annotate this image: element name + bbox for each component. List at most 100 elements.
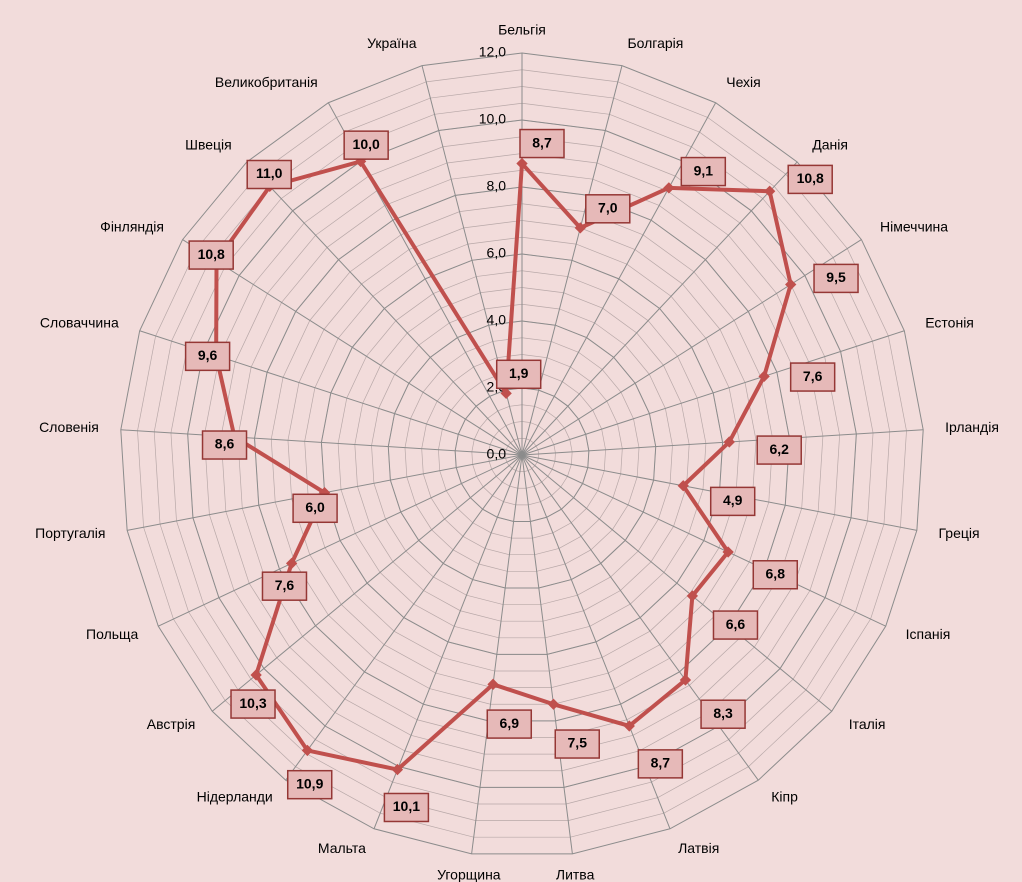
data-label-text: 8,7	[651, 755, 671, 771]
grid-line	[120, 52, 924, 855]
minor-grid	[220, 153, 824, 755]
data-label-text: 9,6	[198, 347, 218, 363]
data-label: 9,5	[813, 263, 859, 294]
category-label: Нідерланди	[197, 789, 273, 805]
data-label-text: 10,9	[296, 775, 323, 791]
grid-line	[320, 253, 724, 655]
data-label: 7,0	[585, 194, 631, 224]
data-label-text: 6,6	[726, 616, 746, 632]
grid-line	[387, 320, 657, 589]
data-label-box	[756, 435, 802, 465]
category-label: Кіпр	[771, 789, 798, 805]
category-label: Греція	[938, 525, 979, 541]
data-label-box	[519, 128, 565, 159]
data-label-box	[752, 560, 799, 590]
data-label-text: 9,5	[826, 269, 846, 285]
data-label-text: 6,8	[766, 565, 786, 581]
category-label: Фінляндія	[100, 219, 164, 235]
data-label-box	[680, 156, 727, 187]
spoke	[120, 429, 523, 456]
data-label: 10,9	[286, 769, 333, 800]
data-label: 7,6	[789, 362, 836, 392]
data-label-box	[637, 749, 684, 779]
spoke	[521, 330, 905, 456]
data-label: 7,5	[554, 729, 600, 759]
category-label: Великобританія	[215, 74, 318, 90]
marker	[679, 674, 692, 686]
data-label: 8,7	[637, 749, 684, 779]
category-label: Мальта	[318, 840, 366, 856]
data-label: 6,9	[486, 709, 533, 739]
category-label: Словенія	[39, 419, 99, 435]
data-label-text: 6,9	[500, 715, 520, 731]
data-label: 11,0	[246, 159, 292, 190]
minor-grid	[304, 236, 740, 672]
data-label-box	[286, 769, 333, 800]
category-label: Данія	[812, 137, 848, 153]
spoke	[471, 454, 523, 854]
marker	[391, 763, 404, 776]
data-label-box	[700, 699, 746, 729]
data-label: 10,1	[383, 792, 430, 823]
y-tick-label: 0,0	[487, 446, 507, 462]
marker	[500, 387, 512, 400]
marker	[285, 557, 298, 570]
category-label: Швеція	[185, 137, 232, 153]
data-label-box	[261, 571, 308, 601]
data-label: 6,6	[712, 610, 759, 640]
data-label-box	[585, 194, 631, 224]
category-label: Україна	[367, 35, 417, 51]
category-label: Естонія	[925, 315, 974, 331]
data-label-text: 7,5	[568, 735, 588, 751]
data-label: 8,7	[519, 128, 565, 159]
y-tick-label: 6,0	[487, 245, 507, 261]
category-label: Іспанія	[906, 626, 951, 642]
spoke	[521, 429, 924, 456]
data-label-box	[712, 610, 759, 640]
marker	[758, 370, 770, 382]
data-label-box	[230, 689, 276, 719]
category-label: Португалія	[35, 525, 105, 541]
data-label: 10,8	[188, 240, 234, 270]
category-label: Словаччина	[40, 315, 119, 331]
data-label-text: 7,6	[803, 368, 823, 384]
data-label: 7,6	[261, 571, 308, 601]
data-label-box	[787, 164, 833, 195]
data-label-text: 1,9	[509, 365, 529, 381]
data-label: 9,1	[680, 156, 727, 187]
data-label-box	[343, 130, 389, 160]
data-label-text: 8,7	[532, 134, 552, 150]
data-label-text: 7,6	[275, 577, 295, 593]
category-label: Болгарія	[627, 35, 683, 51]
minor-grid	[287, 220, 757, 689]
data-label-box	[789, 362, 836, 392]
spoke	[521, 454, 573, 854]
marker	[663, 182, 675, 194]
data-label-text: 6,0	[305, 499, 325, 515]
minor-grid	[337, 270, 707, 639]
minor-grid	[488, 421, 556, 489]
category-label: Ірландія	[945, 419, 999, 435]
data-label-text: 10,1	[393, 798, 420, 814]
y-tick-label: 12,0	[479, 44, 506, 60]
data-label: 4,9	[709, 486, 756, 517]
data-label-box	[709, 486, 756, 517]
minor-grid	[404, 337, 640, 572]
data-label-box	[554, 729, 600, 759]
data-label-box	[184, 341, 231, 372]
marker	[574, 222, 586, 234]
minor-grid	[354, 287, 690, 622]
data-label: 6,0	[292, 493, 338, 524]
data-label-box	[188, 240, 234, 270]
category-label: Польща	[86, 626, 139, 642]
series-line	[214, 159, 793, 772]
spoke	[521, 454, 833, 712]
data-label-text: 7,0	[598, 200, 618, 216]
category-label: Австрія	[147, 716, 196, 732]
category-label: Литва	[556, 866, 595, 882]
data-label: 6,2	[756, 435, 802, 465]
category-label: Бельгія	[498, 22, 546, 38]
data-label-box	[292, 493, 338, 524]
data-label: 9,6	[184, 341, 231, 372]
